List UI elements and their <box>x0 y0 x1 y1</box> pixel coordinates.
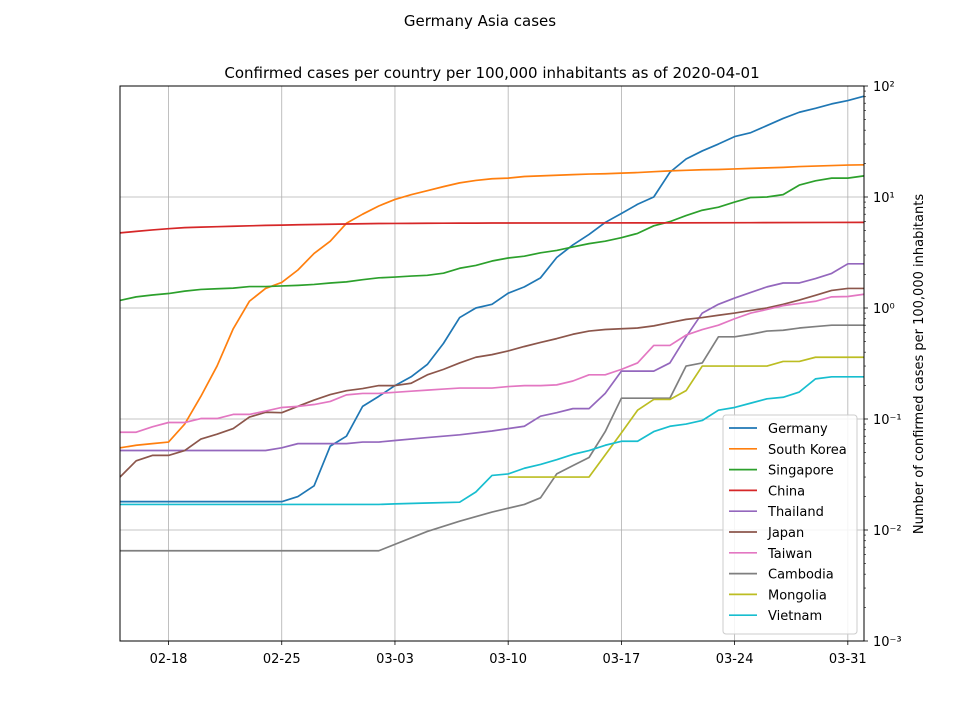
legend-label: Vietnam <box>768 609 822 624</box>
x-tick-label: 03-10 <box>489 652 527 667</box>
series-lines <box>119 95 865 552</box>
axes: 02-18 02-25 03-03 03-10 03-17 03-24 03-31 10⁻³ 1… <box>150 80 902 667</box>
series-line-mongolia <box>508 356 864 478</box>
series-line-south-korea <box>119 163 865 449</box>
y-tick-label: 10⁻¹ <box>873 413 902 428</box>
legend-label: Japan <box>767 526 804 541</box>
y-tick-label: 10¹ <box>873 191 895 206</box>
x-tick-label: 02-25 <box>263 652 301 667</box>
series-line-vietnam <box>120 375 864 506</box>
y-tick-label: 10² <box>873 80 895 95</box>
series-line-japan <box>119 287 864 478</box>
series-line-thailand <box>120 262 864 452</box>
x-tick-label: 02-18 <box>150 652 188 667</box>
legend: Germany South Korea Singapore China Thailand… <box>722 414 858 635</box>
legend-label: Taiwan <box>767 547 812 562</box>
x-tick-label: 03-03 <box>376 652 414 667</box>
x-tick-label: 03-17 <box>603 652 641 667</box>
y-tick-label: 10⁰ <box>873 302 895 317</box>
chart-title: Confirmed cases per country per 100,000 … <box>224 64 759 82</box>
series-line-cambodia <box>120 324 864 552</box>
series-line-taiwan <box>120 293 865 434</box>
chart-suptitle: Germany Asia cases <box>404 12 556 30</box>
y-tick-label: 10⁻² <box>873 524 902 539</box>
series-line-singapore <box>119 175 865 302</box>
series-line-china <box>119 221 865 234</box>
legend-label: Mongolia <box>768 588 827 603</box>
plot-frame <box>119 85 865 642</box>
x-tick-label: 03-31 <box>829 652 867 667</box>
legend-label: South Korea <box>768 443 847 458</box>
legend-label: Singapore <box>768 464 834 479</box>
y-axis-label: Number of confirmed cases per 100,000 in… <box>912 194 927 534</box>
legend-label: Germany <box>768 422 828 437</box>
legend-label: Thailand <box>767 505 824 520</box>
y-tick-label: 10⁻³ <box>873 635 902 650</box>
legend-label: China <box>768 484 805 499</box>
legend-label: Cambodia <box>768 568 834 583</box>
x-tick-label: 03-24 <box>716 652 754 667</box>
series-line-germany <box>120 95 865 503</box>
